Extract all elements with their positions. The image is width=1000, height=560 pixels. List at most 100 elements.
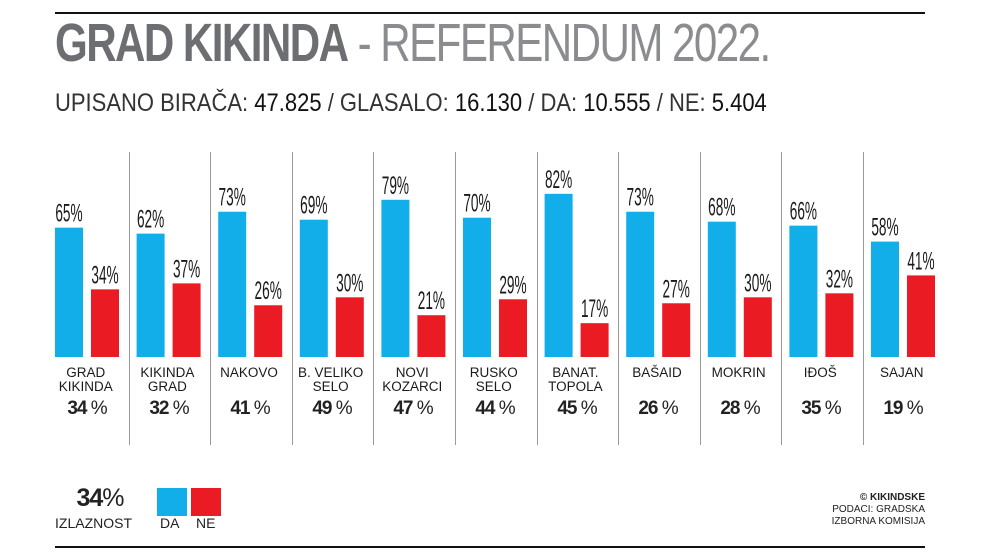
turnout-unit: %	[739, 398, 761, 419]
turnout-value: 41 %	[210, 398, 290, 420]
column-divider	[863, 152, 864, 445]
category-label: NAKOVO	[220, 365, 278, 380]
top-rule	[55, 12, 925, 14]
bar-ne	[662, 303, 691, 357]
turnout-number: 45	[557, 398, 577, 419]
turnout-number: 19	[883, 398, 903, 419]
turnout-unit: %	[86, 398, 108, 419]
credit-line-1: PODACI: GRADSKA	[832, 504, 925, 515]
legend-da-swatch	[157, 488, 187, 516]
bar-ne	[417, 315, 446, 357]
column-divider	[210, 152, 211, 445]
title-event: REFERENDUM 2022.	[380, 13, 771, 73]
category-label: RUSKO	[470, 365, 518, 380]
data-label-da: 62%	[137, 206, 164, 233]
turnout-value: 32 %	[129, 398, 209, 420]
turnout-number: 28	[720, 398, 740, 419]
turnout-number: 47	[393, 398, 413, 419]
referendum-bar-chart: 65%34%GRADKIKINDA62%37%KIKINDAGRAD73%26%…	[55, 167, 935, 394]
legend-turnout-label: IZLAZNOST	[55, 515, 133, 531]
data-label-da: 65%	[55, 200, 82, 227]
data-label-da: 58%	[871, 214, 898, 241]
legend-turnout: 34%	[55, 484, 145, 513]
turnout-number: 35	[801, 398, 821, 419]
data-label-ne: 41%	[907, 248, 934, 275]
turnout-unit: %	[902, 398, 924, 419]
bottom-rule	[55, 546, 925, 548]
turnout-unit: %	[494, 398, 516, 419]
category-label: KIKINDA	[59, 379, 113, 394]
category-label: GRAD	[66, 365, 105, 380]
turnout-value: 34 %	[47, 398, 127, 420]
column-divider	[537, 152, 538, 445]
category-label: SELO	[476, 379, 512, 394]
bar-da	[544, 193, 573, 357]
turnout-value: 28 %	[700, 398, 780, 420]
legend-turnout-value: 34	[76, 484, 103, 512]
bar-da	[55, 227, 83, 357]
yes-label: / DA:	[528, 89, 578, 117]
yes-value: 10.555	[583, 89, 651, 117]
turnout-value: 44 %	[455, 398, 535, 420]
credit-line-2: IZBORNA KOMISIJA	[831, 516, 925, 527]
turnout-value: 47 %	[373, 398, 453, 420]
turnout-value: 19 %	[863, 398, 943, 420]
column-divider	[373, 152, 374, 445]
data-label-da: 70%	[463, 191, 490, 218]
voted-label: / GLASALO:	[327, 89, 449, 117]
column-divider	[292, 152, 293, 445]
bar-ne	[907, 275, 935, 357]
data-label-ne: 30%	[744, 270, 771, 297]
data-label-ne: 37%	[173, 256, 200, 283]
category-label: B. VELIKO	[298, 365, 363, 380]
data-label-da: 79%	[382, 173, 409, 200]
bar-da	[136, 233, 165, 357]
bar-ne	[172, 283, 201, 357]
turnout-number: 41	[230, 398, 250, 419]
bar-da	[218, 211, 247, 357]
title-place: GRAD KIKINDA	[55, 13, 349, 73]
column-divider	[455, 152, 456, 445]
turnout-number: 49	[312, 398, 332, 419]
legend-ne-label: NE	[196, 515, 216, 531]
turnout-value: 49 %	[292, 398, 372, 420]
data-label-ne: 30%	[336, 270, 363, 297]
category-label: SAJAN	[880, 365, 924, 380]
legend-turnout-unit: %	[102, 484, 124, 512]
turnout-unit: %	[820, 398, 842, 419]
category-label: IĐOŠ	[804, 365, 837, 380]
turnout-unit: %	[657, 398, 679, 419]
voted-value: 16.130	[454, 89, 523, 117]
turnout-unit: %	[249, 398, 271, 419]
turnout-unit: %	[168, 398, 190, 419]
bar-da	[299, 219, 328, 357]
bar-ne	[743, 297, 772, 357]
bar-ne	[335, 297, 364, 357]
data-label-da: 73%	[627, 185, 654, 212]
category-label: NOVI	[396, 365, 429, 380]
bar-ne	[825, 293, 854, 357]
turnout-unit: %	[576, 398, 598, 419]
category-label: MOKRIN	[712, 365, 766, 380]
category-label: SELO	[313, 379, 349, 394]
title-separator: -	[357, 13, 372, 73]
data-label-ne: 27%	[663, 276, 690, 303]
category-label: TOPOLA	[548, 379, 603, 394]
turnout-number: 34	[67, 398, 87, 419]
vote-stats: UPISANO BIRAČA: 47.825 / GLASALO: 16.130…	[55, 88, 767, 118]
category-label: KOZARCI	[382, 379, 442, 394]
category-label: BAŠAID	[632, 365, 682, 380]
data-label-da: 73%	[219, 185, 246, 212]
turnout-value: 45 %	[537, 398, 617, 420]
category-label: GRAD	[148, 379, 187, 394]
turnout-value: 35 %	[781, 398, 861, 420]
data-label-da: 68%	[708, 195, 735, 222]
category-label: BANAT.	[552, 365, 598, 380]
column-divider	[700, 152, 701, 445]
data-label-ne: 21%	[418, 288, 445, 315]
bar-ne	[91, 289, 119, 357]
bar-da	[381, 199, 410, 357]
turnout-number: 44	[475, 398, 495, 419]
bar-da	[789, 225, 818, 357]
turnout-value: 26 %	[618, 398, 698, 420]
